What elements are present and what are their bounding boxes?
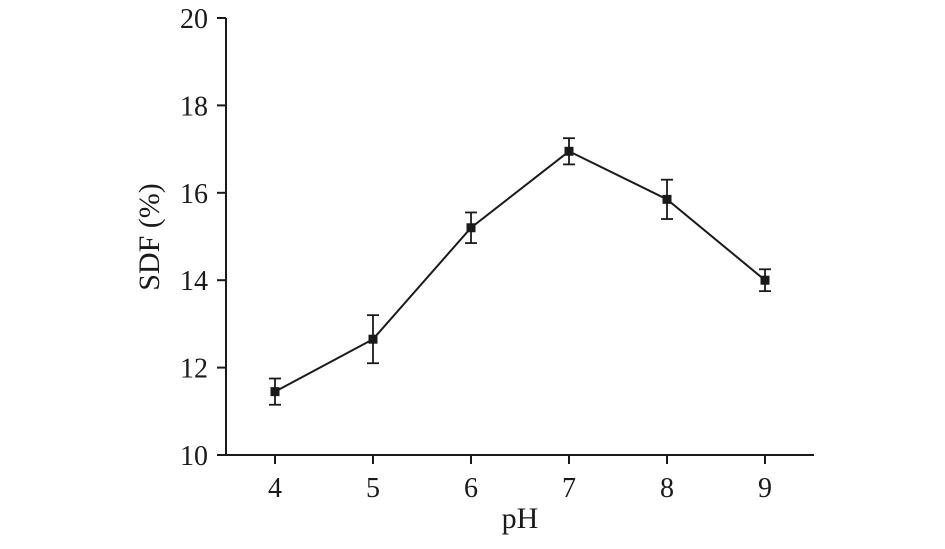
data-point-marker [564, 146, 574, 156]
data-point-marker [368, 334, 378, 344]
y-tick-label: 20 [180, 4, 208, 35]
x-tick-label: 6 [464, 473, 478, 504]
data-point-marker [760, 275, 770, 285]
x-tick-label: 7 [562, 473, 576, 504]
x-axis-title: pH [501, 502, 539, 535]
x-tick-label: 5 [366, 473, 380, 504]
data-line [274, 150, 766, 393]
data-point-marker [466, 223, 476, 233]
data-point-marker [270, 387, 280, 397]
y-axis-title: SDF (%) [133, 183, 166, 291]
y-tick-label: 14 [180, 266, 208, 297]
y-tick-label: 16 [180, 179, 208, 210]
data-point-marker [662, 194, 672, 204]
y-tick-label: 12 [180, 354, 208, 385]
x-tick-label: 4 [268, 473, 282, 504]
y-tick-label: 10 [180, 441, 208, 472]
x-tick-label: 9 [758, 473, 772, 504]
y-tick-label: 18 [180, 91, 208, 122]
x-tick-label: 8 [660, 473, 674, 504]
